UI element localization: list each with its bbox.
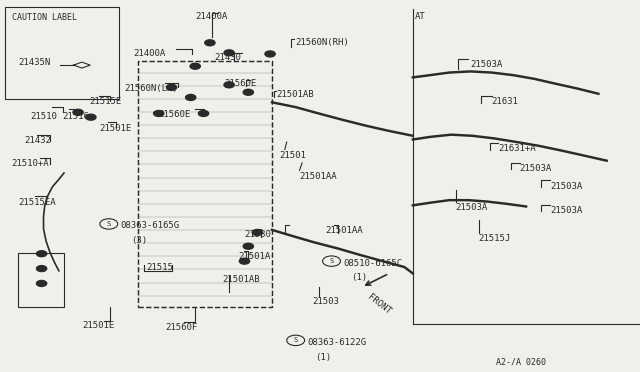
Text: 21430: 21430 (214, 53, 241, 62)
Text: (1): (1) (315, 353, 331, 362)
Text: 21435N: 21435N (18, 58, 50, 67)
Text: 21530: 21530 (244, 230, 271, 239)
Text: 21501: 21501 (280, 151, 307, 160)
Circle shape (154, 110, 164, 116)
Text: AT: AT (415, 12, 426, 21)
Text: 21501AB: 21501AB (276, 90, 314, 99)
Text: 21515J: 21515J (479, 234, 511, 243)
Text: 21631+A: 21631+A (498, 144, 536, 153)
Circle shape (73, 109, 83, 115)
Text: 08510-6165C: 08510-6165C (343, 259, 402, 267)
Circle shape (198, 110, 209, 116)
Text: (1): (1) (351, 273, 367, 282)
Text: 21400A: 21400A (195, 12, 227, 21)
Circle shape (166, 84, 177, 90)
Text: 21515: 21515 (146, 263, 173, 272)
Text: S: S (107, 221, 111, 227)
Text: 21515EA: 21515EA (18, 198, 56, 207)
Text: 21560F: 21560F (165, 323, 197, 332)
Text: 08363-6122G: 08363-6122G (307, 338, 366, 347)
Text: 21501E: 21501E (99, 124, 131, 132)
Text: 21501A: 21501A (238, 252, 270, 261)
Text: CAUTION LABEL: CAUTION LABEL (12, 13, 77, 22)
Circle shape (36, 251, 47, 257)
Circle shape (186, 94, 196, 100)
Text: 21560E: 21560E (224, 79, 256, 88)
Text: 21501E: 21501E (82, 321, 114, 330)
Text: 21503A: 21503A (456, 203, 488, 212)
Circle shape (243, 89, 253, 95)
Text: 21503A: 21503A (520, 164, 552, 173)
Text: 21501AA: 21501AA (300, 172, 337, 181)
Text: 21501AA: 21501AA (325, 226, 363, 235)
Text: 21515E: 21515E (90, 97, 122, 106)
Circle shape (252, 230, 262, 235)
Text: 21503A: 21503A (550, 182, 582, 190)
Circle shape (239, 258, 250, 264)
Text: 21560N(LH): 21560N(LH) (125, 84, 179, 93)
Circle shape (36, 280, 47, 286)
Text: 21510+A: 21510+A (12, 159, 49, 168)
Circle shape (205, 40, 215, 46)
Text: 21631: 21631 (492, 97, 518, 106)
Text: 21510: 21510 (31, 112, 58, 121)
Text: 21560N(RH): 21560N(RH) (296, 38, 349, 47)
Text: 21560E: 21560E (159, 110, 191, 119)
Text: 21501AB: 21501AB (223, 275, 260, 283)
Text: 21503A: 21503A (550, 206, 582, 215)
Text: (3): (3) (131, 236, 147, 245)
Text: 21432: 21432 (24, 136, 51, 145)
Text: S: S (330, 258, 333, 264)
Text: 21516: 21516 (63, 112, 90, 121)
Text: 21503: 21503 (312, 297, 339, 306)
Circle shape (190, 63, 200, 69)
Circle shape (86, 114, 96, 120)
Circle shape (224, 50, 234, 56)
Circle shape (36, 266, 47, 272)
Bar (18, 253, 64, 307)
Text: 08363-6165G: 08363-6165G (120, 221, 179, 230)
Circle shape (243, 243, 253, 249)
Text: A2-/A 0260: A2-/A 0260 (496, 358, 546, 367)
Text: 21400A: 21400A (133, 49, 165, 58)
Text: FRONT: FRONT (366, 292, 393, 316)
Text: S: S (294, 337, 298, 343)
Circle shape (224, 82, 234, 88)
Circle shape (265, 51, 275, 57)
Bar (5, 7, 119, 99)
Text: 21503A: 21503A (470, 60, 502, 68)
